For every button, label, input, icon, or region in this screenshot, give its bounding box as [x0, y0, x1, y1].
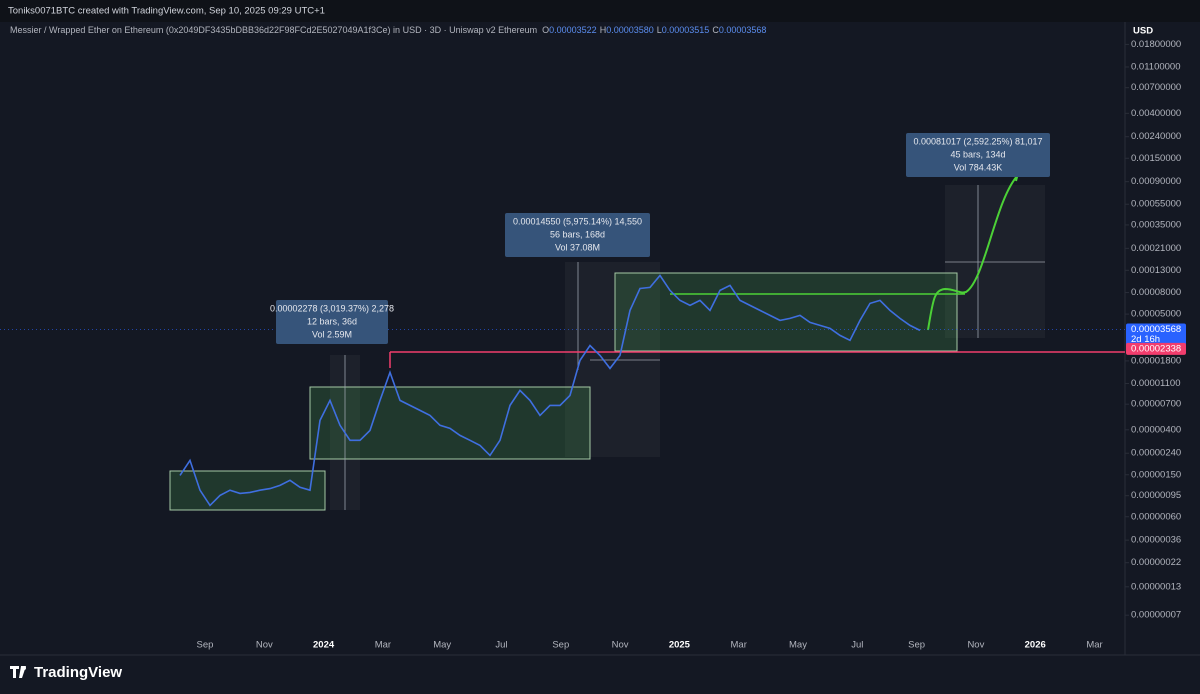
x-tick-label: Nov: [256, 640, 273, 651]
y-tick-label: 0.00000036: [1131, 535, 1181, 546]
ohlc-key: C: [712, 25, 719, 35]
y-tick-label: 0.00001800: [1131, 355, 1181, 366]
y-tick-label: 0.00000060: [1131, 511, 1181, 522]
y-tick-label: 0.00090000: [1131, 176, 1181, 187]
y-tick-label: 0.00000007: [1131, 610, 1181, 621]
footer-logo: TradingView: [10, 664, 122, 681]
logo-dot: [22, 666, 26, 670]
y-tick-label: 0.01100000: [1131, 61, 1181, 72]
x-tick-label: 2025: [669, 640, 691, 651]
measure-text: 56 bars, 168d: [550, 229, 605, 239]
y-tick-label: 0.00400000: [1131, 108, 1181, 119]
y-tick-label: 0.00000150: [1131, 469, 1181, 480]
x-tick-label: May: [789, 640, 807, 651]
currency: USD: [1133, 26, 1153, 37]
ohlc-key: O: [542, 25, 549, 35]
y-tick-label: 0.00000700: [1131, 399, 1181, 410]
measure-text: Vol 2.59M: [312, 329, 352, 339]
x-tick-label: Sep: [552, 640, 569, 651]
x-tick-label: 2024: [313, 640, 335, 651]
symbol-name: Messier / Wrapped Ether on Ethereum (0x2…: [10, 25, 537, 35]
x-tick-label: Jul: [851, 640, 863, 651]
ohlc-key: L: [657, 25, 662, 35]
x-tick-label: Nov: [967, 640, 984, 651]
measure-text: 0.00081017 (2,592.25%) 81,017: [913, 136, 1042, 146]
x-tick-label: Mar: [375, 640, 391, 651]
range-box: [309, 386, 591, 460]
measure-box: [906, 133, 1050, 177]
y-tick-label: 0.00005000: [1131, 309, 1181, 320]
y-tick-label: 0.00000022: [1131, 557, 1181, 568]
y-tick-label: 0.00021000: [1131, 243, 1181, 254]
y-tick-label: 0.00000240: [1131, 448, 1181, 459]
ohlc-value: 0.00003522: [549, 25, 597, 35]
y-tick-label: 0.00055000: [1131, 199, 1181, 210]
last-price-label: 0.00003568: [1131, 324, 1181, 335]
measure-box: [505, 213, 650, 257]
range-box: [169, 470, 326, 511]
credit-text: Toniks0071BTC created with TradingView.c…: [8, 6, 325, 17]
y-tick-label: 0.00008000: [1131, 287, 1181, 298]
symbol-legend: Messier / Wrapped Ether on Ethereum (0x2…: [10, 25, 766, 35]
x-tick-label: Mar: [731, 640, 747, 651]
x-tick-label: Sep: [197, 640, 214, 651]
measure-text: Vol 37.08M: [555, 242, 600, 252]
ohlc-value: 0.00003515: [662, 25, 710, 35]
measure-text: 0.00014550 (5,975.14%) 14,550: [513, 216, 642, 226]
y-tick-label: 0.00240000: [1131, 131, 1181, 142]
x-tick-label: Nov: [612, 640, 629, 651]
credit-bar: [0, 0, 1200, 22]
x-tick-label: Jul: [495, 640, 507, 651]
y-tick-label: 0.00700000: [1131, 82, 1181, 93]
y-tick-label: 0.00035000: [1131, 219, 1181, 230]
x-tick-label: 2026: [1025, 640, 1046, 651]
measure-text: 45 bars, 134d: [950, 149, 1005, 159]
ohlc-value: 0.00003580: [606, 25, 654, 35]
y-tick-label: 0.00000400: [1131, 424, 1181, 435]
price-line: [179, 274, 921, 507]
y-tick-label: 0.00000095: [1131, 490, 1181, 501]
measure-text: Vol 784.43K: [954, 162, 1003, 172]
measure-text: 12 bars, 36d: [307, 316, 357, 326]
ohlc-key: H: [600, 25, 607, 35]
x-tick-label: Mar: [1086, 640, 1102, 651]
last-price-badge: [1126, 323, 1186, 346]
measure-box: [276, 300, 388, 344]
y-tick-label: 0.00013000: [1131, 265, 1181, 276]
x-tick-label: Sep: [908, 640, 925, 651]
range-box: [614, 272, 958, 352]
logo-mark: [10, 666, 26, 678]
y-tick-label: 0.00150000: [1131, 153, 1181, 164]
measure-text: 0.00002278 (3,019.37%) 2,278: [270, 303, 394, 313]
y-tick-label: 0.01800000: [1131, 39, 1181, 50]
ohlc-value: 0.00003568: [719, 25, 767, 35]
x-tick-label: May: [433, 640, 451, 651]
projection-curve: [927, 174, 1019, 331]
y-tick-label: 0.00000013: [1131, 581, 1181, 592]
countdown-label: 2d 16h: [1131, 334, 1160, 345]
footer-brand: TradingView: [34, 664, 122, 681]
y-tick-label: 0.00001100: [1131, 378, 1181, 389]
support-price-badge: [1126, 342, 1186, 355]
support-price-label: 0.00002338: [1131, 343, 1181, 354]
measure-region: [945, 185, 1045, 338]
